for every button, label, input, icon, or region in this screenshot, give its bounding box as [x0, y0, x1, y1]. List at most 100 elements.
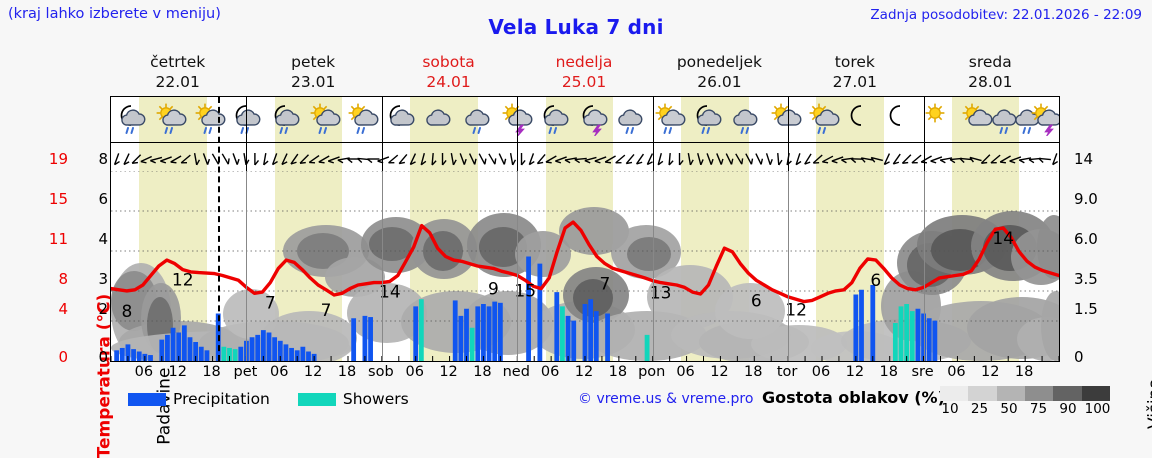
temp-tick-0: 0: [34, 348, 68, 366]
cloud-rain-icon: [615, 102, 649, 136]
moon-cloud-rain-icon: [691, 102, 725, 136]
precipitation-bar: [526, 257, 531, 362]
precipitation-bar: [571, 321, 576, 361]
time-label-06-24: 06: [947, 364, 965, 380]
precipitation-bar: [182, 325, 187, 361]
cloud-density-tick-90: 90: [1059, 401, 1076, 417]
svg-text:7: 7: [321, 301, 332, 321]
shower-bar: [560, 306, 565, 361]
cloud-density-swatch-10: [940, 386, 968, 401]
svg-text:8: 8: [122, 302, 133, 322]
day-date: 28.01: [920, 72, 1060, 92]
sun-cloud-rain-icon: [346, 102, 380, 136]
precipitation-bar: [458, 316, 463, 361]
day-name: nedelja: [514, 52, 654, 72]
cloud-icon: [423, 102, 457, 136]
svg-text:6: 6: [751, 291, 762, 311]
precipitation-bar: [453, 300, 458, 361]
day-gridline-2: [382, 171, 383, 361]
cloud-rain-icon: [730, 102, 764, 136]
legend-item-precipitation: Precipitation: [128, 390, 270, 408]
cloud-density-swatch-25: [968, 386, 996, 401]
precipitation-bar: [583, 304, 588, 361]
precipitation-legend: Precipitation Showers: [128, 388, 409, 410]
time-label-pon-15: pon: [638, 364, 665, 380]
day-separator-6: [924, 97, 925, 171]
day-separator-4: [653, 97, 654, 171]
day-separator-5: [788, 97, 789, 171]
cloud-tick-1.5: 1.5: [1074, 300, 1098, 318]
cloud-rain-icon: [462, 102, 496, 136]
cloud-density-tick-25: 25: [971, 401, 988, 417]
precipitation-bar: [188, 337, 193, 361]
precipitation-bar: [916, 309, 921, 361]
weather-icon-row: [111, 97, 1059, 143]
precipitation-bar: [137, 352, 142, 362]
day-gridline-1: [246, 171, 247, 361]
wind-barbs: [111, 143, 1059, 171]
time-label-06-20: 06: [812, 364, 830, 380]
cloud-density-swatch-75: [1025, 386, 1053, 401]
precipitation-bar: [165, 335, 170, 361]
precipitation-bar: [148, 355, 153, 361]
shower-bar: [899, 306, 904, 361]
time-label-pet-3: pet: [234, 364, 258, 380]
precipitation-bar: [255, 335, 260, 361]
time-label-18-2: 18: [202, 364, 220, 380]
day-date: 22.01: [108, 72, 248, 92]
time-label-tor-19: tor: [777, 364, 798, 380]
svg-text:9: 9: [488, 279, 499, 299]
time-label-sob-7: sob: [368, 364, 394, 380]
precipitation-bar: [363, 316, 368, 361]
time-label-12-1: 12: [168, 364, 186, 380]
precipitation-bar: [537, 264, 542, 361]
svg-text:12: 12: [172, 271, 194, 291]
day-gridline-3: [517, 171, 518, 361]
time-label-06-0: 06: [135, 364, 153, 380]
precipitation-bar: [475, 306, 480, 361]
copyright-text[interactable]: © vreme.us & vreme.pro: [578, 391, 753, 407]
precip-tick-2: 2: [92, 300, 108, 318]
cloud-density-tick-75: 75: [1030, 401, 1047, 417]
precipitation-bar: [413, 306, 418, 361]
day-gridline-4: [653, 171, 654, 361]
time-label-18-22: 18: [879, 364, 897, 380]
svg-text:7: 7: [265, 294, 276, 314]
precip-tick-0: 0: [92, 348, 108, 366]
showers-swatch: [298, 393, 336, 406]
precipitation-bar: [171, 328, 176, 361]
cloud-density-tick-50: 50: [1000, 401, 1017, 417]
time-label-ned-11: ned: [503, 364, 530, 380]
time-label-18-18: 18: [744, 364, 762, 380]
wind-barb-row: [111, 143, 1059, 171]
svg-text:6: 6: [870, 271, 881, 291]
svg-text:7: 7: [600, 275, 611, 295]
day-date: 27.01: [785, 72, 925, 92]
temp-tick-4: 4: [34, 300, 68, 318]
sun-cloud-rain-icon: [807, 102, 841, 136]
day-name: torek: [785, 52, 925, 72]
current-time-marker: [218, 97, 220, 361]
time-label-18-10: 18: [473, 364, 491, 380]
time-label-12-25: 12: [981, 364, 999, 380]
day-gridline-6: [924, 171, 925, 361]
sun-cloud-rain-icon: [308, 102, 342, 136]
day-name: sreda: [920, 52, 1060, 72]
day-date: 23.01: [243, 72, 383, 92]
precip-tick-3: 3: [92, 270, 108, 288]
precipitation-bar: [588, 299, 593, 361]
shower-bar: [419, 299, 424, 361]
precipitation-bar: [250, 337, 255, 361]
legend-item-showers: Showers: [298, 390, 409, 408]
precipitation-bar: [481, 304, 486, 361]
precipitation-bar: [487, 306, 492, 361]
temp-tick-11: 11: [34, 230, 68, 248]
day-separator-1: [246, 97, 247, 171]
